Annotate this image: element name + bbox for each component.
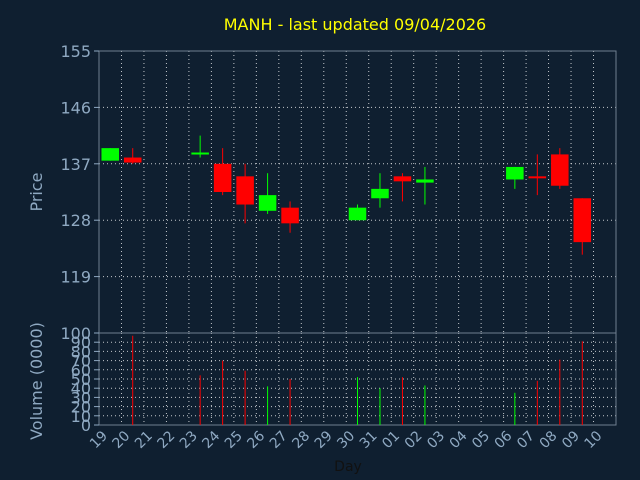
- volume-tick-label: 100: [60, 324, 91, 343]
- candle-body: [101, 148, 120, 161]
- x-tick-label: 01: [379, 428, 403, 452]
- volume-axis-label: Volume (0000): [27, 322, 46, 440]
- price-y-ticks: 155 146 137 128 119: [60, 42, 99, 287]
- x-tick-label: 05: [469, 428, 493, 452]
- price-tick-label: 119: [60, 268, 91, 287]
- x-tick-label: 07: [514, 428, 538, 452]
- x-tick-label: 31: [357, 428, 381, 452]
- x-tick-label: 04: [447, 428, 471, 452]
- x-axis-ticks: 1920212223242526272829303101020304050607…: [87, 428, 605, 452]
- candle-body: [528, 176, 547, 179]
- x-tick-label: 10: [582, 428, 606, 452]
- price-plot-frame: [98, 50, 617, 334]
- x-tick-label: 25: [222, 428, 246, 452]
- volume-tick-label: 50: [71, 370, 91, 389]
- price-tick-label: 128: [60, 211, 91, 230]
- candle-body: [371, 188, 389, 199]
- candle-body: [258, 195, 277, 211]
- x-tick-label: 21: [132, 428, 156, 452]
- volume-tick-label: 0: [81, 416, 91, 435]
- volume-tick-label: 20: [71, 398, 91, 417]
- x-tick-label: 26: [244, 428, 268, 452]
- candle-body: [416, 179, 434, 183]
- volume-tick-label: 90: [71, 333, 91, 352]
- candle-body: [236, 176, 254, 205]
- x-tick-label: 20: [110, 428, 134, 452]
- x-tick-label: 22: [154, 428, 178, 452]
- x-tick-label: 28: [289, 428, 313, 452]
- x-tick-label: 30: [334, 428, 358, 452]
- x-tick-label: 09: [559, 428, 583, 452]
- candle-body: [281, 207, 299, 224]
- candle-body: [506, 166, 524, 180]
- price-tick-label: 137: [60, 155, 91, 174]
- x-axis-label: Day: [334, 459, 362, 475]
- candle-body: [393, 176, 412, 182]
- volume-tick-label: 40: [71, 379, 91, 398]
- x-tick-label: 29: [312, 428, 336, 452]
- candle-body: [123, 157, 142, 163]
- volume-tick-label: 60: [71, 361, 91, 380]
- candle-body: [573, 198, 592, 243]
- volume-series: [132, 335, 583, 425]
- price-tick-label: 146: [60, 98, 91, 117]
- price-tick-label: 155: [60, 42, 91, 61]
- candle-body: [191, 152, 209, 155]
- x-tick-label: 03: [424, 428, 448, 452]
- price-series: [101, 135, 592, 255]
- x-tick-label: 27: [267, 428, 291, 452]
- candle-body: [551, 154, 569, 186]
- price-axis-label: Price: [27, 172, 46, 211]
- chart-title: MANH - last updated 09/04/2026: [224, 15, 486, 34]
- volume-tick-label: 80: [71, 342, 91, 361]
- x-tick-label: 08: [537, 428, 561, 452]
- x-tick-label: 06: [492, 428, 516, 452]
- volume-tick-label: 30: [71, 388, 91, 407]
- candle-body: [213, 163, 232, 192]
- volume-tick-label: 70: [71, 352, 91, 371]
- price-grid: [99, 50, 616, 333]
- x-tick-label: 02: [402, 428, 426, 452]
- volume-grid: [99, 332, 616, 426]
- volume-tick-label: 10: [71, 407, 91, 426]
- candle-body: [348, 207, 367, 221]
- x-tick-label: 23: [177, 428, 201, 452]
- x-tick-label: 24: [199, 428, 223, 452]
